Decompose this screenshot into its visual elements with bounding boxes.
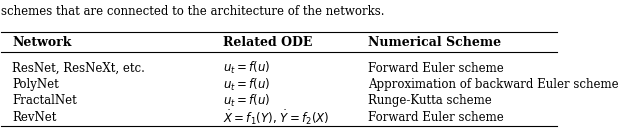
Text: $u_t = f(u)$: $u_t = f(u)$ bbox=[223, 60, 271, 76]
Text: Approximation of backward Euler scheme: Approximation of backward Euler scheme bbox=[368, 78, 618, 91]
Text: schemes that are connected to the architecture of the networks.: schemes that are connected to the archit… bbox=[1, 5, 385, 18]
Text: Forward Euler scheme: Forward Euler scheme bbox=[368, 111, 504, 124]
Text: $\dot{X} = f_1(Y),\, \dot{Y} = f_2(X)$: $\dot{X} = f_1(Y),\, \dot{Y} = f_2(X)$ bbox=[223, 108, 330, 126]
Text: Runge-Kutta scheme: Runge-Kutta scheme bbox=[368, 94, 492, 107]
Text: Network: Network bbox=[13, 36, 72, 49]
Text: FractalNet: FractalNet bbox=[13, 94, 77, 107]
Text: PolyNet: PolyNet bbox=[13, 78, 60, 91]
Text: Forward Euler scheme: Forward Euler scheme bbox=[368, 62, 504, 75]
Text: RevNet: RevNet bbox=[13, 111, 57, 124]
Text: $u_t = f(u)$: $u_t = f(u)$ bbox=[223, 93, 271, 109]
Text: ResNet, ResNeXt, etc.: ResNet, ResNeXt, etc. bbox=[13, 62, 145, 75]
Text: $u_t = f(u)$: $u_t = f(u)$ bbox=[223, 76, 271, 93]
Text: Related ODE: Related ODE bbox=[223, 36, 313, 49]
Text: Numerical Scheme: Numerical Scheme bbox=[368, 36, 501, 49]
